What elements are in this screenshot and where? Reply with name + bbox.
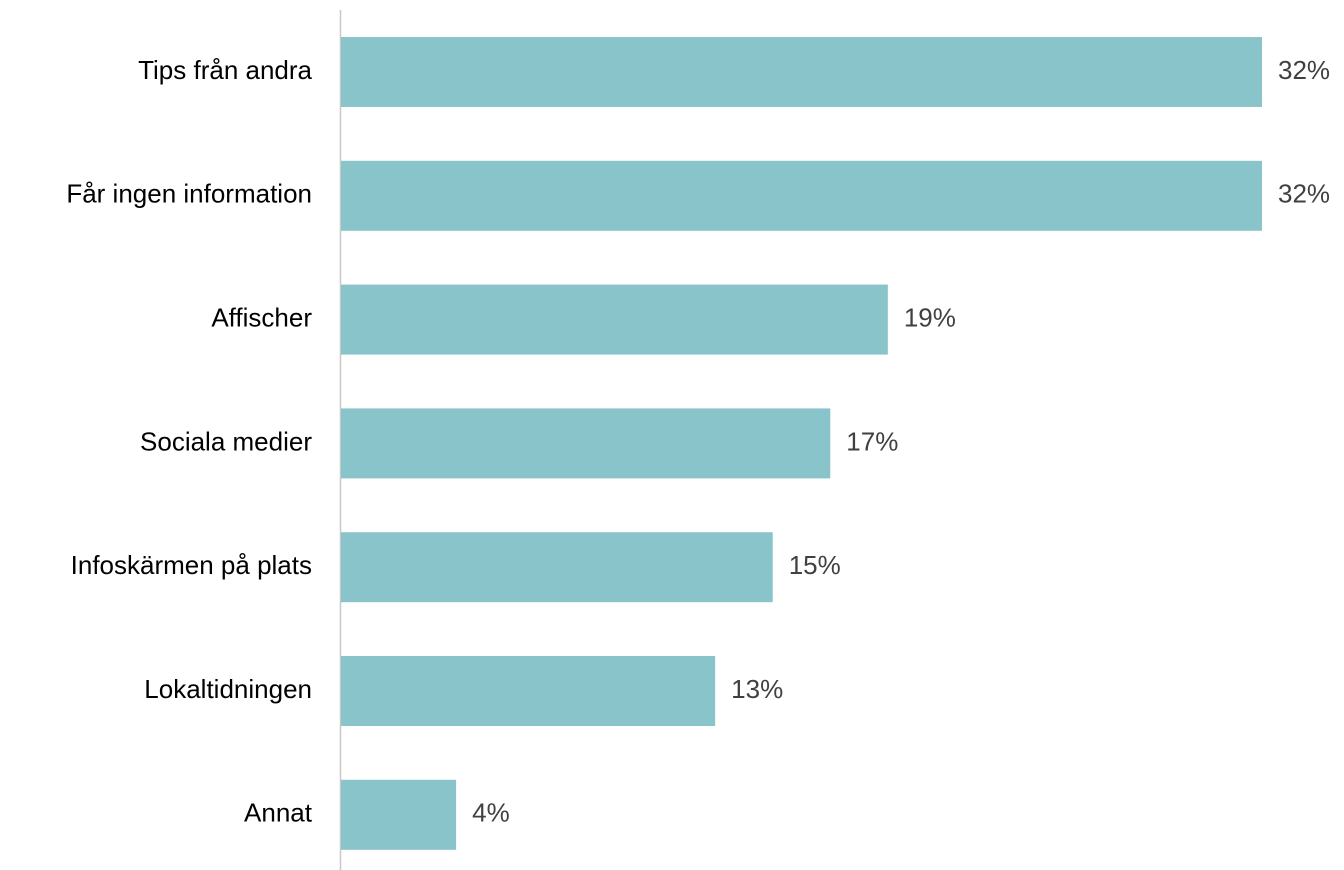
value-label: 32% (1278, 55, 1330, 85)
category-label: Affischer (211, 302, 312, 332)
value-label: 13% (731, 674, 783, 704)
category-label: Får ingen information (66, 179, 312, 209)
value-label: 19% (904, 302, 956, 332)
value-label: 15% (789, 550, 841, 580)
bar (341, 656, 716, 726)
bar (341, 779, 457, 850)
category-label: Lokaltidningen (144, 674, 312, 704)
bar (341, 284, 888, 355)
category-label: Sociala medier (140, 426, 312, 456)
bar (341, 37, 1262, 107)
value-label: 4% (472, 798, 510, 828)
value-label: 17% (846, 426, 898, 456)
value-label: 32% (1278, 179, 1330, 209)
bar (341, 160, 1262, 231)
bar (341, 408, 831, 479)
category-label: Infoskärmen på plats (71, 550, 312, 580)
category-label: Tips från andra (138, 55, 312, 85)
bar (341, 532, 773, 603)
category-label: Annat (244, 798, 313, 828)
